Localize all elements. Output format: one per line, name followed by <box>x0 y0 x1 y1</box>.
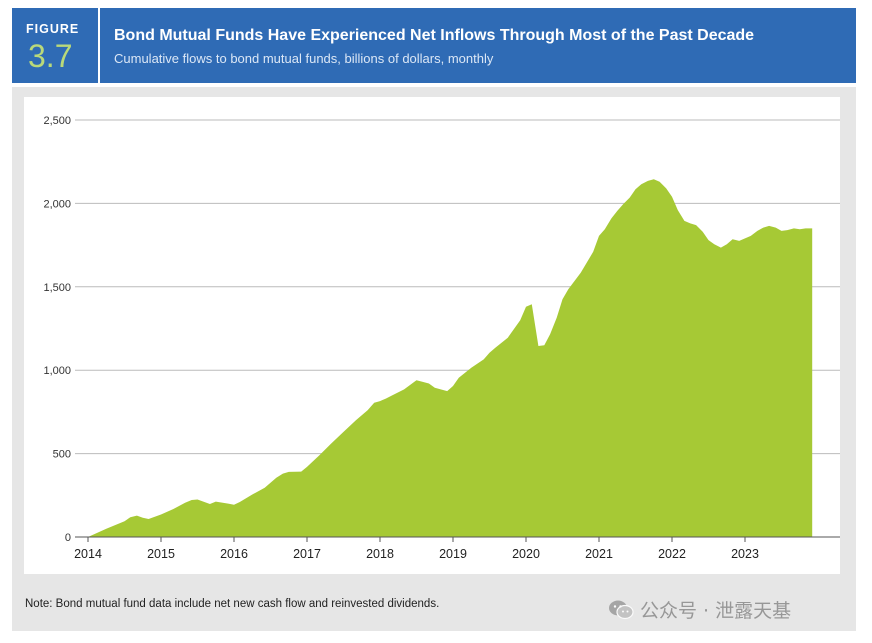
x-tick-label: 2020 <box>512 547 540 561</box>
area-fill <box>88 179 813 537</box>
x-tick-label: 2021 <box>585 547 613 561</box>
chart-title: Bond Mutual Funds Have Experienced Net I… <box>114 27 755 44</box>
y-tick-label: 1,000 <box>43 365 71 377</box>
y-tick-label: 500 <box>53 449 71 461</box>
area-series <box>88 179 813 537</box>
chart-subtitle: Cumulative flows to bond mutual funds, b… <box>114 51 494 66</box>
watermark-text: 公众号 · 泄露天基 <box>640 600 792 622</box>
figure-number-box: FIGURE 3.7 <box>12 8 100 83</box>
x-tick-label: 2023 <box>731 547 759 561</box>
x-tick-label: 2022 <box>658 547 686 561</box>
watermark: 公众号 · 泄露天基 <box>608 596 791 623</box>
y-tick-label: 0 <box>65 532 71 544</box>
figure-number: 3.7 <box>28 38 73 74</box>
wechat-icon <box>608 599 634 621</box>
axes: 0 500 1,000 1,500 2,000 2,500 2014 2015 2016 2017… <box>43 115 840 561</box>
x-tick-label: 2019 <box>439 547 467 561</box>
y-tick-label: 2,000 <box>43 198 71 210</box>
y-tick-label: 1,500 <box>43 282 71 294</box>
x-tick-label: 2014 <box>74 547 102 561</box>
figure-label: FIGURE <box>26 22 80 36</box>
x-tick-label: 2017 <box>293 547 321 561</box>
figure-header: FIGURE 3.7 Bond Mutual Funds Have Experi… <box>12 8 856 83</box>
chart-note: Note: Bond mutual fund data include net … <box>25 598 440 610</box>
x-tick-label: 2018 <box>366 547 394 561</box>
x-tick-label: 2015 <box>147 547 175 561</box>
x-tick-label: 2016 <box>220 547 248 561</box>
y-tick-label: 2,500 <box>43 115 71 127</box>
